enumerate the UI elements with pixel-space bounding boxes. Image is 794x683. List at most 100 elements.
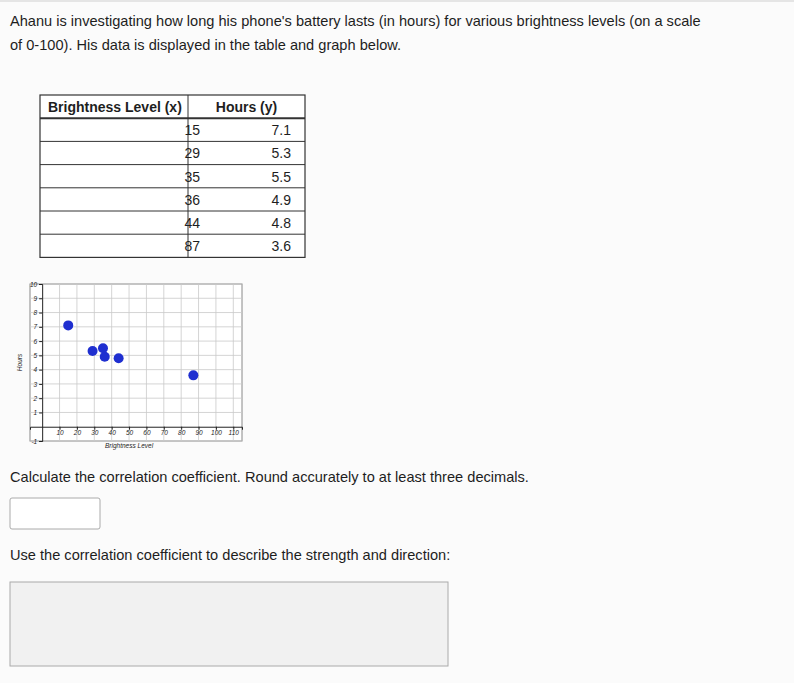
grid-line: [146, 284, 147, 441]
question: Calculate the correlation coefficient. R…: [10, 469, 529, 485]
grid-line: [111, 284, 112, 441]
point: [63, 320, 73, 330]
tick-label: 50: [126, 429, 134, 436]
tick: 110: [229, 427, 240, 437]
tick: 7: [34, 323, 43, 330]
tick-label: 9: [34, 295, 38, 302]
tick-label: 80: [178, 429, 186, 436]
tick-label: 30: [91, 429, 99, 436]
tick-mark: [39, 313, 42, 314]
tick-label: 40: [109, 429, 117, 436]
tick: 70: [161, 427, 169, 437]
table-cell: 44: [184, 215, 200, 231]
intro-line: Ahanu is investigating how long his phon…: [10, 13, 701, 29]
tick: 50: [126, 427, 134, 437]
tick-label: 70: [161, 429, 169, 436]
grid-line: [30, 398, 242, 399]
tick: 90: [195, 427, 203, 437]
tick: 30: [91, 427, 99, 437]
y-axis: -112345678910: [30, 281, 43, 445]
tick: 4: [34, 366, 43, 373]
table-cell: 15: [184, 122, 200, 138]
table-row-rule: [40, 211, 305, 212]
tick-label: 10: [30, 281, 38, 288]
point: [98, 343, 108, 353]
grid-line: [129, 284, 130, 441]
table-cell: 7.1: [272, 122, 292, 138]
tick-label: 5: [34, 352, 38, 359]
tick-label: 10: [56, 429, 64, 436]
table-cell: 3.6: [272, 238, 292, 254]
tick-mark: [39, 441, 42, 442]
tick: 1: [34, 409, 43, 416]
axis-line: [39, 285, 43, 442]
grid-line: [30, 312, 242, 313]
tick: -1: [31, 438, 42, 445]
table-header: Hours (y): [216, 99, 277, 115]
tick-label: -1: [31, 438, 37, 445]
tick-mark: [39, 355, 42, 356]
x-axis-title: Brightness Level: [105, 442, 154, 450]
tick-label: 20: [73, 429, 82, 436]
table-row-rule: [40, 164, 305, 165]
table-cell: 5.5: [272, 169, 292, 185]
grid-line: [181, 284, 182, 441]
grid-line: [30, 284, 242, 285]
tick: 9: [34, 295, 43, 302]
tick-mark: [39, 398, 42, 399]
table-cell: 4.8: [272, 215, 292, 231]
tick-mark: [39, 327, 42, 328]
point: [114, 353, 124, 363]
tick-label: 2: [33, 395, 38, 402]
table-row-rule: [40, 234, 305, 235]
tick-mark: [39, 412, 42, 413]
tick-label: 60: [143, 429, 151, 436]
table-row-rule: [40, 187, 305, 188]
grid-line: [30, 369, 242, 370]
tick: 8: [34, 309, 43, 316]
grid-line: [163, 284, 164, 441]
tick-label: 6: [34, 338, 38, 345]
table-frame: [40, 95, 305, 257]
tick-mark: [39, 370, 42, 371]
tick-mark: [39, 284, 42, 285]
answer-input[interactable]: [10, 498, 100, 529]
tick: 6: [34, 338, 43, 345]
tick: 10: [30, 281, 42, 288]
tick: 10: [56, 427, 64, 437]
tick-label: 4: [34, 366, 38, 373]
tick-label: 1: [34, 409, 38, 416]
grid-line: [215, 284, 216, 441]
table-row-rule: [40, 141, 305, 142]
y-axis-title: Hours: [16, 353, 23, 371]
table-cell: 29: [184, 145, 200, 161]
tick-mark: [39, 341, 42, 342]
tick: 40: [109, 427, 117, 437]
grid-line: [30, 383, 242, 384]
table-row-rule: [40, 117, 305, 119]
tick: 80: [178, 427, 186, 437]
chart: 102030405060708090100110-112345678910Bri…: [16, 281, 243, 450]
tick-label: 110: [229, 429, 240, 436]
tick: 2: [33, 395, 43, 402]
tick-mark: [39, 298, 42, 299]
table-header: Brightness Level (x): [48, 99, 182, 115]
table-cell: 5.3: [272, 145, 292, 161]
grid-line: [94, 284, 95, 441]
x-axis: 10 20 30 40 50 60 70 80 90 100 110: [31, 427, 243, 437]
grid-line: [30, 298, 242, 299]
grid-line: [59, 284, 60, 441]
tick: 60: [143, 427, 151, 437]
table-cell: 87: [184, 238, 200, 254]
top-rule: [0, 1, 794, 2]
grid-line: [30, 326, 242, 327]
table-cell: 4.9: [272, 192, 292, 208]
tick-label: 100: [211, 429, 222, 436]
page: Ahanu is investigating how long his phon…: [0, 0, 794, 683]
tick-mark: [39, 384, 42, 385]
table-cell: 35: [184, 169, 200, 185]
tick: 100: [211, 427, 222, 437]
answer-textarea[interactable]: [10, 582, 448, 666]
data-table: Brightness Level (x) Hours (y) 15 7.1 29 5.3 3…: [40, 95, 305, 257]
grid-line: [233, 284, 234, 441]
